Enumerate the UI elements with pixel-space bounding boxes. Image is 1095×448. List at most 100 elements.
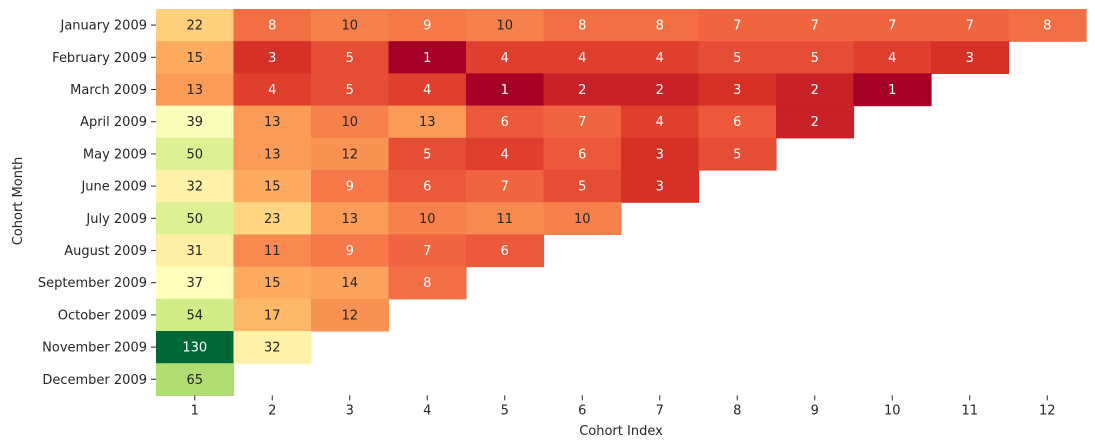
y-tick-label: April 2009	[80, 115, 147, 130]
heatmap-cell	[311, 234, 390, 268]
cell-value-label: 4	[888, 51, 896, 66]
x-tick-label: 5	[501, 403, 509, 418]
cell-value-label: 32	[264, 341, 281, 356]
heatmap-cell	[388, 170, 467, 203]
cell-value-label: 7	[888, 19, 896, 34]
x-tick-label: 12	[1039, 403, 1056, 418]
heatmap-cell	[931, 9, 1010, 42]
heatmap-cell	[388, 105, 467, 139]
y-tick-label: July 2009	[85, 212, 147, 227]
heatmap-cell	[466, 202, 545, 235]
heatmap-cell	[388, 9, 467, 42]
heatmap-cell	[776, 105, 855, 139]
x-tick-label: 11	[961, 403, 978, 418]
cell-value-label: 13	[264, 115, 281, 130]
heatmap-cell	[388, 234, 467, 268]
heatmap-cell	[233, 331, 312, 364]
heatmap-cell	[311, 298, 390, 332]
heatmap-cell	[853, 9, 932, 42]
cell-value-label: 5	[346, 83, 354, 98]
heatmap-cell	[388, 266, 467, 300]
x-tick-label: 8	[733, 403, 741, 418]
x-tick-label: 9	[811, 403, 819, 418]
heatmap-cell	[1008, 9, 1087, 42]
heatmap-cell	[311, 9, 390, 42]
cell-value-label: 15	[264, 180, 281, 195]
heatmap-cell	[543, 41, 622, 74]
cell-value-label: 130	[182, 341, 207, 356]
cell-value-label: 32	[186, 180, 203, 195]
cell-value-label: 3	[656, 147, 664, 162]
heatmap-cell	[156, 137, 235, 171]
cell-value-label: 17	[264, 308, 281, 323]
cell-value-label: 6	[423, 180, 431, 195]
heatmap-cell	[388, 137, 467, 171]
cell-value-label: 14	[341, 276, 358, 291]
cell-value-label: 8	[656, 19, 664, 34]
cell-value-label: 12	[341, 308, 358, 323]
cell-value-label: 3	[966, 51, 974, 66]
cell-value-label: 3	[733, 83, 741, 98]
cell-value-label: 5	[578, 180, 586, 195]
heatmap-cell	[233, 298, 312, 332]
y-tick-label: September 2009	[38, 276, 147, 291]
cell-value-label: 39	[186, 115, 203, 130]
heatmap-cell	[621, 105, 700, 139]
heatmap-cell	[233, 105, 312, 139]
heatmap-cell	[466, 170, 545, 203]
heatmap-cells: 22 8 10 9 10 8 8 7 7 7 7 815 3 5 1 4 4 4 5 5 4 313 4 5 4 1 2 2 3 2 139…	[156, 9, 1087, 396]
heatmap-cell	[621, 9, 700, 42]
x-tick-label: 4	[423, 403, 431, 418]
heatmap-cell	[776, 73, 855, 107]
heatmap-cell	[311, 202, 390, 235]
cell-value-label: 7	[966, 19, 974, 34]
heatmap-cell	[156, 41, 235, 74]
heatmap-cell	[466, 105, 545, 139]
heatmap-cell	[621, 73, 700, 107]
heatmap-cell	[233, 202, 312, 235]
heatmap-cell	[311, 73, 390, 107]
cell-value-label: 13	[264, 147, 281, 162]
cell-value-label: 50	[186, 147, 203, 162]
cell-value-label: 5	[423, 147, 431, 162]
cell-value-label: 6	[578, 147, 586, 162]
x-tick-label: 2	[268, 403, 276, 418]
heatmap-cell	[621, 41, 700, 74]
cell-value-label: 4	[501, 51, 509, 66]
heatmap-cell	[156, 105, 235, 139]
cell-value-label: 10	[341, 115, 358, 130]
heatmap-cell	[698, 105, 777, 139]
heatmap-cell	[776, 41, 855, 74]
heatmap-cell	[543, 105, 622, 139]
heatmap-cell	[156, 9, 235, 42]
heatmap-cell	[311, 41, 390, 74]
heatmap-cell	[543, 73, 622, 107]
heatmap-cell	[543, 9, 622, 42]
cell-value-label: 50	[186, 212, 203, 227]
cell-value-label: 31	[186, 244, 203, 259]
cell-value-label: 5	[733, 51, 741, 66]
cell-value-label: 4	[501, 147, 509, 162]
heatmap-cell	[543, 170, 622, 203]
cell-value-label: 10	[574, 212, 591, 227]
cell-value-label: 3	[268, 51, 276, 66]
heatmap-cell	[156, 170, 235, 203]
x-tick-label: 7	[656, 403, 664, 418]
cell-value-label: 4	[578, 51, 586, 66]
heatmap-cell	[543, 202, 622, 235]
cell-value-label: 7	[423, 244, 431, 259]
y-tick-label: December 2009	[42, 373, 147, 388]
heatmap-cell	[233, 266, 312, 300]
x-axis-label: Cohort Index	[579, 424, 663, 439]
y-axis-label: Cohort Month	[11, 157, 26, 246]
cell-value-label: 10	[496, 19, 513, 34]
cell-value-label: 9	[346, 244, 354, 259]
heatmap-cell	[698, 73, 777, 107]
heatmap-cell	[853, 41, 932, 74]
cell-value-label: 8	[423, 276, 431, 291]
cell-value-label: 6	[501, 115, 509, 130]
cell-value-label: 6	[501, 244, 509, 259]
y-tick-label: May 2009	[83, 147, 147, 162]
cell-value-label: 37	[186, 276, 203, 291]
